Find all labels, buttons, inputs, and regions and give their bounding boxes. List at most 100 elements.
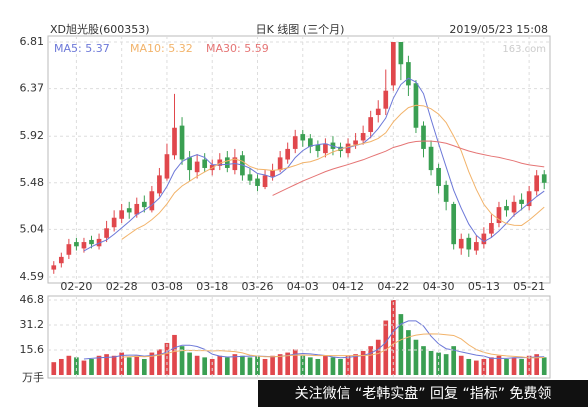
x-tick-label: 03-18 — [196, 280, 228, 293]
volume-bar — [111, 355, 117, 375]
candle-body — [458, 238, 464, 249]
volume-bar — [338, 358, 343, 375]
volume-bar — [277, 354, 283, 375]
x-tick-label: 04-30 — [423, 280, 455, 293]
volume-bar — [481, 358, 487, 375]
volume-bar — [526, 355, 532, 375]
candle-body — [421, 125, 426, 149]
volume-bar — [51, 362, 57, 375]
volume-bar — [375, 339, 381, 375]
volume-bar — [217, 355, 223, 375]
x-tick-label: 04-22 — [377, 280, 409, 293]
candle-body — [89, 239, 94, 245]
chart-period: 日K 线图 (三个月) — [256, 22, 345, 36]
y-tick-label: 6.37 — [20, 82, 45, 95]
banner-text: 关注微信 “老韩实盘” 回复 “指标” 免费领 — [295, 385, 552, 402]
candle-body — [247, 174, 253, 181]
candle-body — [519, 199, 524, 204]
volume-bar — [74, 357, 79, 375]
x-tick-label: 05-13 — [468, 280, 500, 293]
candle-body — [285, 148, 291, 160]
vol-ma-line — [121, 333, 545, 359]
volume-bar — [157, 349, 162, 375]
watermark: 163.com — [502, 44, 546, 55]
volume-bar — [66, 355, 72, 375]
x-tick-label: 02-20 — [60, 280, 92, 293]
volume-bar — [134, 355, 140, 375]
volume-bar — [406, 330, 411, 375]
candle-body — [307, 138, 313, 147]
volume-bar — [473, 360, 479, 375]
volume-bar — [541, 357, 547, 375]
candle-body — [141, 201, 147, 208]
volume-bar — [504, 358, 509, 375]
volume-bar — [413, 339, 419, 375]
banner-bg — [258, 380, 588, 407]
candle-body — [323, 143, 328, 154]
candle-body — [383, 90, 389, 109]
volume-bar — [81, 360, 87, 375]
volume-bar — [89, 358, 94, 375]
candle-body — [390, 42, 396, 86]
x-tick-label: 03-26 — [242, 280, 274, 293]
y-tick-label: 5.04 — [20, 222, 45, 235]
candle-body — [406, 62, 411, 86]
volume-bar — [300, 355, 306, 375]
price-frame — [47, 35, 551, 284]
candle-body — [504, 206, 509, 211]
candle-body — [489, 223, 494, 234]
volume-bar — [466, 358, 472, 375]
volume-bar — [255, 355, 260, 375]
candle-body — [194, 161, 200, 173]
candle-body — [81, 242, 87, 249]
candle-body — [58, 256, 64, 264]
x-tick-label: 04-12 — [332, 280, 364, 293]
candle-body — [368, 117, 374, 132]
candle-body — [526, 191, 532, 207]
volume-bar — [428, 350, 434, 375]
volume-bar — [172, 334, 177, 375]
candle-body — [217, 159, 223, 166]
candle-body — [202, 159, 208, 168]
candle-body — [179, 125, 185, 160]
volume-bar — [194, 355, 200, 375]
candle-body — [353, 140, 358, 145]
volume-bar — [307, 357, 313, 375]
volume-bar — [421, 346, 426, 375]
candle-body — [315, 144, 321, 152]
ma-line — [272, 140, 545, 196]
volume-bar — [262, 358, 268, 375]
candle-body — [473, 242, 479, 251]
volume-bar — [270, 355, 275, 375]
volume-bar — [496, 355, 502, 375]
volume-bar — [240, 355, 245, 375]
candle-body — [164, 154, 170, 179]
volume-bar — [149, 352, 155, 375]
volume-bar — [292, 349, 298, 375]
candle-body — [224, 157, 230, 168]
candle-body — [398, 42, 404, 65]
timestamp: 2019/05/23 15:08 — [449, 23, 548, 36]
volume-bar — [458, 355, 464, 375]
legend-entry: MA10: 5.32 — [130, 42, 193, 55]
candle-body — [66, 244, 72, 255]
volume-bar — [390, 300, 396, 375]
candle-body — [496, 207, 502, 224]
candle-body — [451, 203, 457, 245]
candle-body — [428, 146, 434, 171]
candle-body — [300, 134, 306, 141]
volume-bar — [104, 354, 109, 375]
volume-bar — [141, 358, 147, 375]
candle-body — [74, 242, 79, 247]
candle-body — [443, 184, 449, 202]
candle-body — [172, 127, 177, 156]
volume-bar — [315, 358, 321, 375]
vol-ma-line — [83, 320, 545, 360]
volume-bar — [202, 357, 208, 375]
volume-bar — [126, 357, 132, 375]
stock-name: XD旭光股(600353) — [50, 22, 150, 36]
candle-body — [149, 191, 155, 211]
y-tick-label: 5.48 — [20, 176, 45, 189]
volume-bar — [360, 350, 366, 375]
candle-body — [277, 157, 283, 171]
